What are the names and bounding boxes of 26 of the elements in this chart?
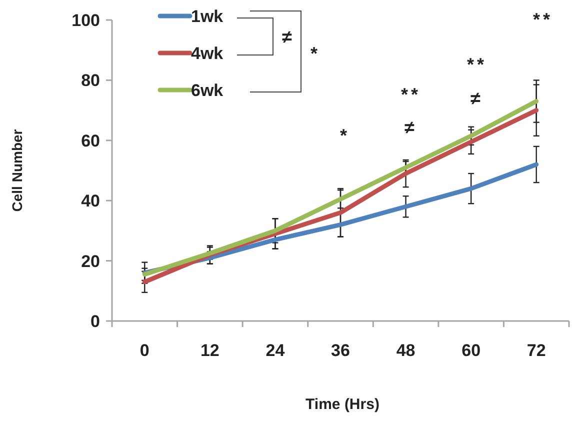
legend-label: 6wk xyxy=(191,80,224,100)
annotation: ** xyxy=(400,84,422,104)
annotation: ≠ xyxy=(404,117,418,138)
y-tick-label: 40 xyxy=(81,192,100,211)
x-axis-title: Time (Hrs) xyxy=(306,396,380,413)
annotation: * xyxy=(340,125,350,146)
x-tick-label: 0 xyxy=(140,341,150,360)
y-tick-label: 60 xyxy=(81,131,100,150)
x-tick-label: 12 xyxy=(200,341,220,360)
annotation: ≠ xyxy=(470,88,484,108)
annotation: ** xyxy=(532,9,554,30)
legend-label: 4wk xyxy=(191,44,224,63)
annotation: * xyxy=(310,43,318,64)
y-tick-label: 20 xyxy=(81,252,100,271)
x-tick-label: 36 xyxy=(331,341,350,360)
y-axis-title: Cell Number xyxy=(9,128,25,212)
y-tick-label: 100 xyxy=(72,10,100,30)
y-tick-label: 80 xyxy=(81,71,100,90)
y-tick-label: 0 xyxy=(90,312,100,331)
annotation: ≠ xyxy=(282,26,292,47)
x-tick-label: 24 xyxy=(266,341,286,360)
x-tick-label: 48 xyxy=(396,341,416,360)
annotation: ** xyxy=(466,54,488,74)
x-tick-label: 60 xyxy=(462,341,481,360)
legend-label: 1wk xyxy=(191,6,224,26)
x-tick-label: 72 xyxy=(526,341,546,360)
